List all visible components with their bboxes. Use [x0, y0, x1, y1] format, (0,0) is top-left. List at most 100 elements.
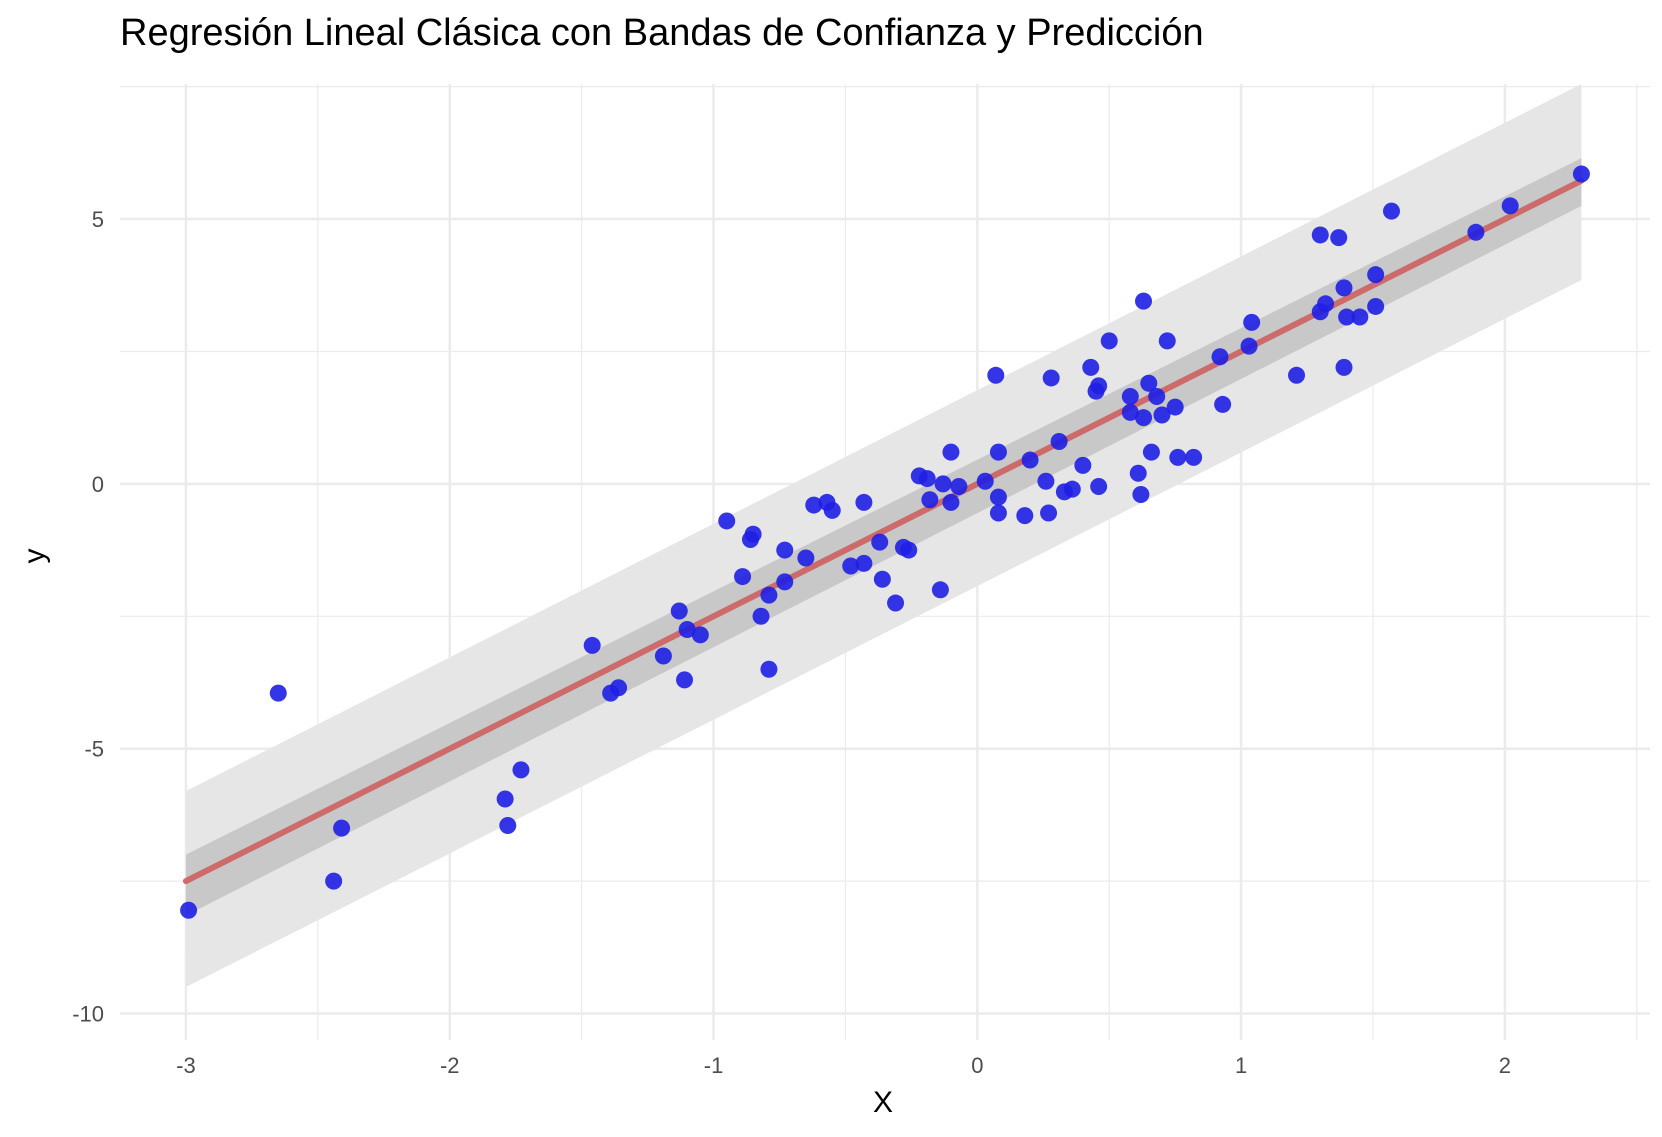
data-point	[1211, 348, 1229, 366]
data-point	[1042, 369, 1060, 387]
data-point	[1335, 279, 1353, 297]
data-point	[1063, 480, 1081, 498]
data-point	[1153, 406, 1171, 424]
data-point	[942, 493, 960, 511]
chart-title: Regresión Lineal Clásica con Bandas de C…	[120, 12, 1204, 54]
data-point	[1243, 313, 1261, 331]
data-point	[583, 636, 601, 654]
data-point	[1082, 358, 1100, 376]
data-point	[1140, 374, 1158, 392]
data-point	[855, 493, 873, 511]
data-point	[950, 478, 968, 496]
data-point	[1288, 366, 1306, 384]
data-point	[1185, 448, 1203, 466]
x-tick-label: -1	[704, 1053, 724, 1078]
data-point	[333, 819, 351, 837]
data-point	[691, 626, 709, 644]
data-point	[900, 541, 918, 559]
data-point	[610, 679, 628, 697]
data-point	[1240, 337, 1258, 355]
data-point	[873, 570, 891, 588]
data-point	[871, 533, 889, 551]
x-axis-title: X	[873, 1086, 893, 1119]
data-point	[1351, 308, 1369, 326]
data-point	[1040, 504, 1058, 522]
data-point	[1338, 308, 1356, 326]
data-point	[760, 660, 778, 678]
y-tick-label: 5	[92, 207, 104, 232]
data-point	[1335, 358, 1353, 376]
x-tick-label: 2	[1499, 1053, 1511, 1078]
x-tick-label: 0	[971, 1053, 983, 1078]
data-point	[1311, 226, 1329, 244]
data-point	[1037, 472, 1055, 490]
data-point	[1021, 451, 1039, 469]
regression-line	[182, 177, 1585, 885]
data-point	[678, 621, 696, 639]
data-point	[776, 541, 794, 559]
data-point	[989, 488, 1007, 506]
data-point	[1135, 292, 1153, 310]
data-point	[1100, 332, 1118, 350]
data-point	[1572, 165, 1590, 183]
data-point	[744, 525, 762, 543]
data-point	[797, 549, 815, 567]
data-point	[1214, 395, 1232, 413]
data-point	[1074, 456, 1092, 474]
data-point	[734, 568, 752, 586]
data-point	[1158, 332, 1176, 350]
data-point	[931, 581, 949, 599]
data-point	[1129, 464, 1147, 482]
data-point	[887, 594, 905, 612]
data-point	[987, 366, 1005, 384]
data-point	[921, 491, 939, 509]
data-point	[1090, 377, 1108, 395]
data-point	[718, 512, 736, 530]
data-point	[1330, 229, 1348, 247]
data-point	[1050, 433, 1068, 451]
data-point	[934, 475, 952, 493]
data-point	[1121, 403, 1139, 421]
data-point	[842, 557, 860, 575]
data-point	[1367, 297, 1385, 315]
data-point	[180, 901, 198, 919]
data-point	[989, 443, 1007, 461]
data-point	[1501, 197, 1519, 215]
y-axis-ticks: -10 -5 0 5	[72, 207, 104, 1026]
x-axis-ticks: -3 -2 -1 0 1 2	[176, 1053, 1511, 1078]
data-point	[1132, 485, 1150, 503]
data-point	[1135, 409, 1153, 427]
data-point	[499, 816, 517, 834]
data-point	[1169, 448, 1187, 466]
data-point	[752, 607, 770, 625]
data-point	[1467, 223, 1485, 241]
data-point	[855, 554, 873, 572]
data-point	[670, 602, 688, 620]
data-point	[1317, 295, 1335, 313]
data-point	[496, 790, 514, 808]
data-point	[1016, 507, 1034, 525]
data-point	[1142, 443, 1160, 461]
y-tick-label: -10	[72, 1002, 104, 1027]
data-point	[918, 470, 936, 488]
data-point	[512, 761, 530, 779]
x-tick-label: -3	[176, 1053, 196, 1078]
y-tick-label: 0	[92, 472, 104, 497]
data-point	[676, 671, 694, 689]
data-point	[823, 501, 841, 519]
data-point	[325, 872, 343, 890]
data-point	[805, 496, 823, 514]
data-point	[760, 586, 778, 604]
data-point	[989, 504, 1007, 522]
x-tick-label: -2	[440, 1053, 460, 1078]
data-point	[1166, 398, 1184, 416]
data-point	[269, 684, 287, 702]
y-axis-title: y	[18, 549, 51, 564]
data-point	[776, 573, 794, 591]
data-point	[654, 647, 672, 665]
data-points	[180, 165, 1590, 919]
x-tick-label: 1	[1235, 1053, 1247, 1078]
data-point	[1382, 202, 1400, 220]
data-point	[976, 472, 994, 490]
